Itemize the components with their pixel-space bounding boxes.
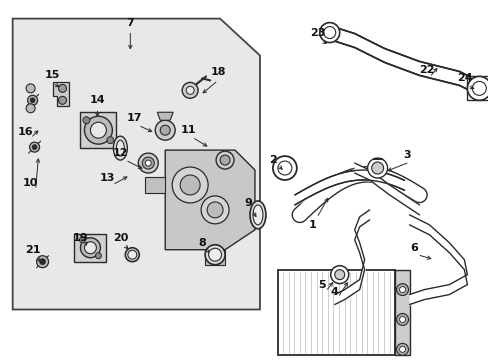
Circle shape <box>399 287 405 293</box>
Circle shape <box>84 116 112 144</box>
Text: 16: 16 <box>18 127 33 137</box>
Circle shape <box>142 157 154 169</box>
Ellipse shape <box>204 245 224 265</box>
Text: 7: 7 <box>126 18 134 28</box>
Circle shape <box>59 96 66 104</box>
Ellipse shape <box>252 205 263 225</box>
Text: 11: 11 <box>180 125 196 135</box>
Text: 2: 2 <box>268 155 276 165</box>
Text: 4: 4 <box>330 287 338 297</box>
Polygon shape <box>277 270 394 355</box>
Circle shape <box>467 76 488 100</box>
Polygon shape <box>13 19 260 310</box>
Circle shape <box>471 81 486 95</box>
Text: 14: 14 <box>89 95 105 105</box>
Text: 20: 20 <box>112 233 128 243</box>
Text: 5: 5 <box>317 280 325 289</box>
Ellipse shape <box>249 201 265 229</box>
Circle shape <box>277 161 291 175</box>
Circle shape <box>396 314 407 325</box>
Circle shape <box>90 122 106 138</box>
Circle shape <box>396 343 407 355</box>
Circle shape <box>59 84 66 92</box>
Text: 13: 13 <box>100 173 115 183</box>
Text: 17: 17 <box>126 113 142 123</box>
Circle shape <box>95 253 101 259</box>
Text: 3: 3 <box>403 150 410 160</box>
Ellipse shape <box>208 248 221 261</box>
Ellipse shape <box>125 248 139 262</box>
Circle shape <box>319 23 339 42</box>
Circle shape <box>396 284 407 296</box>
Text: 12: 12 <box>112 148 128 158</box>
Circle shape <box>186 86 194 94</box>
Polygon shape <box>165 150 254 250</box>
Polygon shape <box>157 112 173 120</box>
Circle shape <box>37 256 48 268</box>
Circle shape <box>371 162 383 174</box>
Text: 9: 9 <box>244 198 251 208</box>
Circle shape <box>182 82 198 98</box>
Circle shape <box>220 155 229 165</box>
Circle shape <box>155 120 175 140</box>
Polygon shape <box>52 82 68 106</box>
Ellipse shape <box>113 136 127 160</box>
Circle shape <box>399 316 405 323</box>
Text: 1: 1 <box>308 220 316 230</box>
Text: 21: 21 <box>25 245 41 255</box>
Circle shape <box>81 238 100 258</box>
Circle shape <box>323 27 335 39</box>
Text: 10: 10 <box>23 178 38 188</box>
Text: 23: 23 <box>309 28 325 37</box>
Circle shape <box>272 156 296 180</box>
Circle shape <box>180 175 200 195</box>
Circle shape <box>367 158 387 178</box>
Polygon shape <box>81 112 116 148</box>
Ellipse shape <box>116 140 124 156</box>
Circle shape <box>145 160 151 166</box>
Ellipse shape <box>127 250 137 259</box>
Circle shape <box>138 153 158 173</box>
Polygon shape <box>204 250 224 265</box>
Circle shape <box>80 237 85 243</box>
Text: 18: 18 <box>210 67 225 77</box>
Text: 8: 8 <box>198 238 205 248</box>
Polygon shape <box>145 177 165 193</box>
Text: 24: 24 <box>457 73 472 84</box>
Circle shape <box>26 104 35 113</box>
Circle shape <box>216 151 234 169</box>
Circle shape <box>26 84 35 93</box>
Circle shape <box>399 346 405 352</box>
Text: 15: 15 <box>45 71 60 80</box>
Circle shape <box>30 98 35 103</box>
Polygon shape <box>394 270 408 355</box>
Circle shape <box>107 137 114 144</box>
Circle shape <box>201 196 228 224</box>
Circle shape <box>172 167 208 203</box>
Text: 19: 19 <box>73 233 88 243</box>
Circle shape <box>334 270 344 280</box>
Polygon shape <box>74 234 106 262</box>
Circle shape <box>32 145 37 150</box>
Circle shape <box>330 266 348 284</box>
Circle shape <box>83 117 90 124</box>
Circle shape <box>30 142 40 152</box>
Text: 22: 22 <box>418 66 433 76</box>
Text: 6: 6 <box>410 243 418 253</box>
Circle shape <box>160 125 170 135</box>
Polygon shape <box>467 76 488 100</box>
Circle shape <box>207 202 223 218</box>
Circle shape <box>40 259 45 265</box>
Circle shape <box>84 242 96 254</box>
Circle shape <box>27 95 38 105</box>
